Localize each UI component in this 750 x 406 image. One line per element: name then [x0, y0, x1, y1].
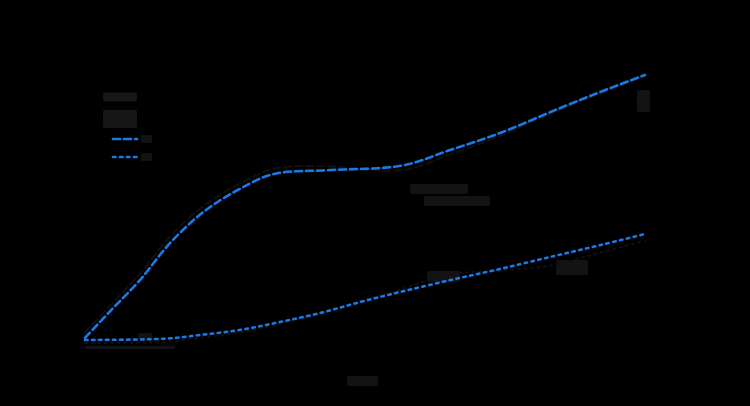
upper-curve-blue-dashed: [83, 73, 647, 340]
annotation-under-upper-curve-line2: [424, 196, 490, 206]
x-axis-label-blob: [347, 376, 378, 386]
legend-entry-4-label-blob: [141, 153, 152, 161]
curves-group: [83, 73, 647, 345]
lower-companion-dark: [84, 239, 646, 345]
annotation-under-upper-curve-line1: [410, 184, 468, 194]
legend-entry-1-dark-sample: [103, 92, 137, 102]
legend-box: [103, 92, 152, 161]
bottom-axis-smear: [85, 346, 175, 349]
legend-entry-2-dark-sample: [103, 110, 137, 128]
annotation-below-lower-curve-right: [556, 260, 588, 275]
annotation-near-upper-curve-end: [637, 90, 650, 112]
lower-curve-blue-dotted: [83, 232, 647, 342]
legend-entry-3-label-blob: [141, 135, 152, 143]
annotation-bottom-left: [138, 333, 152, 339]
upper-companion-dark: [84, 74, 646, 334]
